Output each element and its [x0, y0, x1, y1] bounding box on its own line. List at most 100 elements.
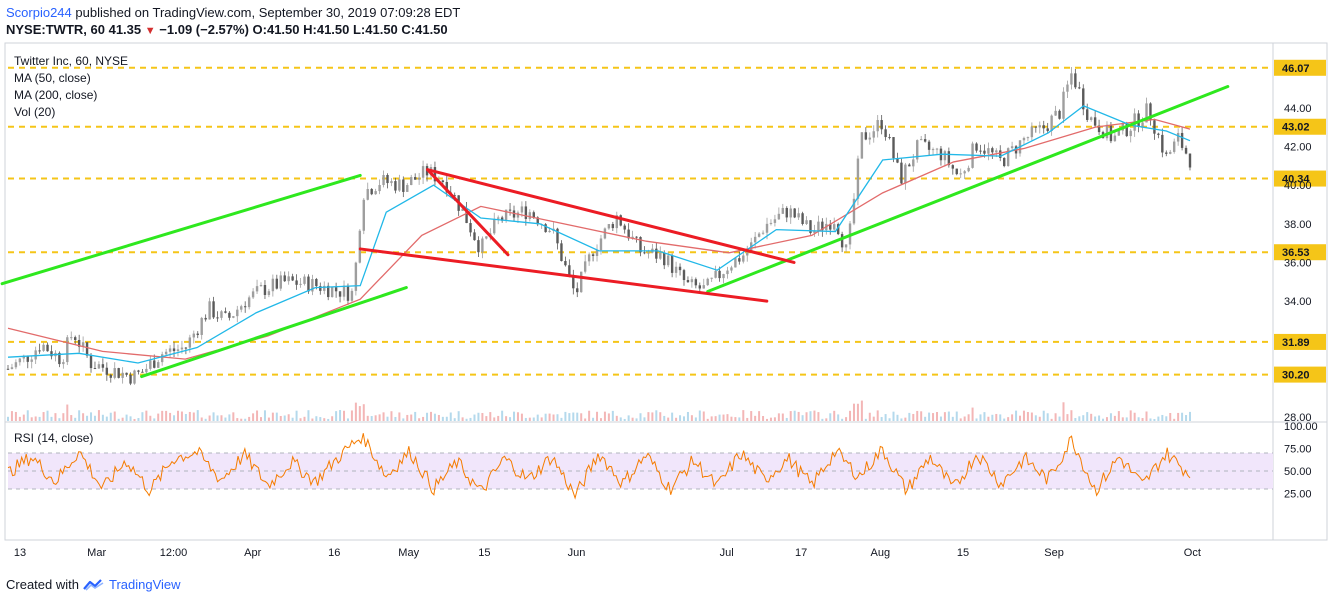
volume-bar: [995, 413, 998, 421]
volume-bar: [161, 410, 164, 421]
candle-body: [481, 238, 484, 253]
candle-body: [829, 223, 832, 230]
candle-body: [1137, 113, 1140, 127]
volume-bar: [789, 411, 792, 421]
candle-body: [1010, 146, 1014, 149]
candle-body: [1093, 117, 1097, 126]
volume-bar: [686, 411, 689, 421]
candle-body: [813, 230, 816, 234]
candle-body: [781, 207, 785, 214]
volume-bar: [884, 414, 887, 421]
volume-bar: [497, 415, 500, 421]
candle-body: [983, 150, 986, 154]
volume-bar: [1042, 410, 1045, 421]
candle-body: [85, 342, 89, 356]
volume-bar: [505, 416, 508, 421]
candle-body: [145, 368, 148, 373]
time-tick-label: Mar: [87, 547, 106, 559]
volume-bar: [173, 415, 176, 421]
volume-bar: [596, 411, 599, 421]
price-level-tag: [1274, 244, 1326, 261]
candle-body: [591, 254, 595, 257]
volume-bar: [979, 414, 982, 421]
red-trendline: [426, 168, 796, 264]
volume-bar: [627, 415, 630, 421]
volume-bar: [386, 416, 389, 421]
candle-body: [1180, 132, 1184, 148]
candle-body: [817, 221, 820, 231]
volume-bar: [1074, 418, 1077, 421]
candle-body: [995, 150, 998, 153]
volume-bar: [1086, 412, 1089, 421]
volume-bar: [382, 412, 385, 421]
volume-bar: [165, 410, 168, 421]
candle-body: [607, 224, 611, 229]
volume-bar: [1125, 417, 1128, 421]
volume-bar: [576, 412, 579, 421]
candle-body: [477, 240, 480, 253]
volume-bar: [10, 411, 13, 421]
candle-body: [670, 255, 674, 273]
volume-bar: [279, 415, 282, 421]
candle-body: [93, 368, 97, 370]
volume-bar: [489, 412, 492, 421]
candle-body: [702, 285, 705, 289]
candle-body: [6, 368, 10, 370]
volume-bar: [244, 418, 247, 421]
volume-bar: [295, 410, 298, 421]
candle-body: [1188, 153, 1192, 168]
volume-bar: [876, 410, 879, 421]
candle-body: [1058, 110, 1061, 119]
volume-bar: [184, 414, 187, 421]
volume-bar: [141, 412, 144, 421]
volume-bar: [1161, 414, 1164, 421]
footer-brand[interactable]: TradingView: [108, 577, 181, 592]
volume-bar: [837, 414, 840, 421]
candle-body: [967, 167, 970, 172]
author-link[interactable]: Scorpio244: [6, 5, 72, 20]
volume-bar: [62, 413, 65, 421]
volume-bar: [599, 418, 602, 421]
candle-body: [864, 132, 868, 140]
candle-body: [255, 286, 259, 292]
volume-bar: [1082, 415, 1085, 421]
volume-bar: [852, 403, 855, 421]
time-tick-label: Jun: [568, 547, 586, 559]
volume-bar: [762, 416, 765, 421]
volume-bar: [180, 411, 183, 421]
candle-body: [1006, 148, 1010, 167]
candle-body: [896, 158, 899, 163]
price-tick-label: 38.00: [1284, 219, 1312, 231]
candle-body: [441, 180, 445, 182]
volume-bar: [932, 413, 935, 421]
price-level-label: 31.89: [1282, 337, 1310, 349]
volume-bar: [208, 415, 211, 421]
price-level-tag: [1274, 366, 1326, 383]
candle-body: [125, 372, 128, 375]
candle-body: [283, 275, 286, 282]
candle-body: [627, 229, 630, 239]
volume-bar: [777, 413, 780, 421]
volume-bar: [406, 414, 409, 421]
candle-body: [1149, 103, 1152, 121]
volume-bar: [821, 418, 824, 421]
volume-bar: [781, 413, 784, 421]
candle-body: [323, 285, 326, 291]
volume-bar: [82, 413, 85, 421]
candle-body: [1097, 125, 1101, 133]
volume-bar: [754, 415, 757, 421]
time-tick-label: 16: [328, 547, 340, 559]
candle-body: [955, 168, 958, 175]
volume-bar: [303, 416, 306, 421]
volume-bar: [358, 406, 361, 421]
volume-bar: [991, 414, 994, 421]
candle-body: [212, 301, 215, 318]
volume-bar: [1109, 413, 1112, 421]
candle-body: [38, 350, 41, 352]
candle-body: [291, 276, 294, 281]
candle-body: [137, 370, 140, 372]
candle-body: [109, 374, 112, 378]
volume-bar: [426, 412, 429, 421]
candle-body: [196, 333, 199, 335]
